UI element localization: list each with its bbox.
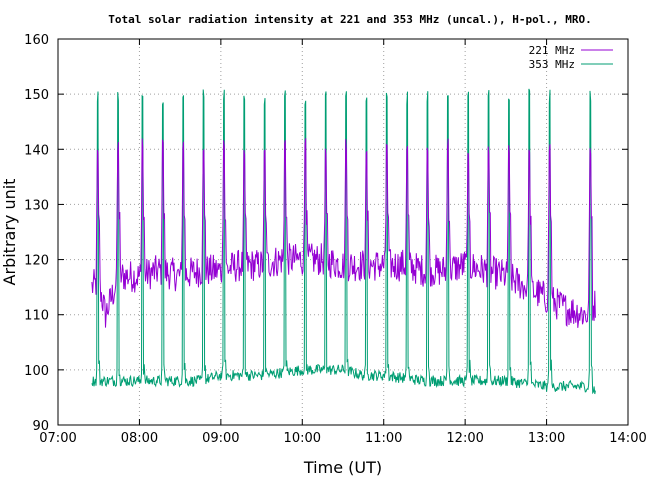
x-tick-label: 13:00 — [528, 431, 565, 446]
x-tick-label: 09:00 — [202, 431, 239, 446]
x-tick-label: 11:00 — [365, 431, 402, 446]
y-tick-label: 100 — [24, 364, 49, 379]
x-axis: 07:00 08:00 09:00 10:00 11:00 12:00 13:00 14:00 — [39, 39, 647, 446]
y-axis: 90 100 110 120 130 140 150 160 — [24, 33, 628, 434]
legend-label: 221 MHz — [529, 44, 575, 57]
y-tick-label: 130 — [24, 198, 49, 213]
y-tick-label: 150 — [24, 88, 49, 103]
x-tick-label: 12:00 — [446, 431, 483, 446]
y-axis-title: Arbitrary unit — [0, 179, 19, 286]
y-tick-label: 160 — [24, 33, 49, 48]
x-tick-label: 10:00 — [284, 431, 321, 446]
x-tick-label: 14:00 — [609, 431, 646, 446]
x-axis-title: Time (UT) — [303, 458, 382, 477]
chart-title: Total solar radiation intensity at 221 a… — [108, 13, 591, 26]
plot-frame — [57, 38, 629, 426]
x-tick-label: 07:00 — [39, 431, 76, 446]
series-line-221-mhz — [91, 138, 596, 328]
x-tick-label: 08:00 — [121, 431, 158, 446]
series-line-353-mhz — [91, 88, 596, 395]
y-tick-label: 110 — [24, 309, 49, 324]
legend-label: 353 MHz — [529, 58, 575, 71]
y-tick-label: 120 — [24, 254, 49, 269]
series-layer — [91, 88, 596, 395]
y-tick-label: 90 — [32, 419, 49, 434]
y-tick-label: 140 — [24, 143, 49, 158]
